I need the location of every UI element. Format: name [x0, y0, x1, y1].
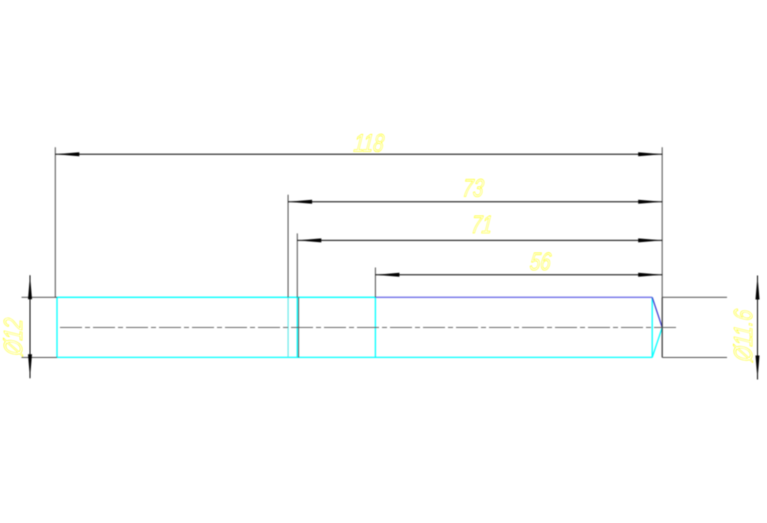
svg-text:Ø11.6: Ø11.6	[728, 308, 757, 364]
svg-text:Ø12: Ø12	[0, 317, 28, 358]
svg-text:56: 56	[529, 247, 553, 275]
svg-text:73: 73	[461, 174, 485, 202]
svg-text:71: 71	[470, 210, 494, 238]
svg-text:118: 118	[353, 129, 386, 157]
